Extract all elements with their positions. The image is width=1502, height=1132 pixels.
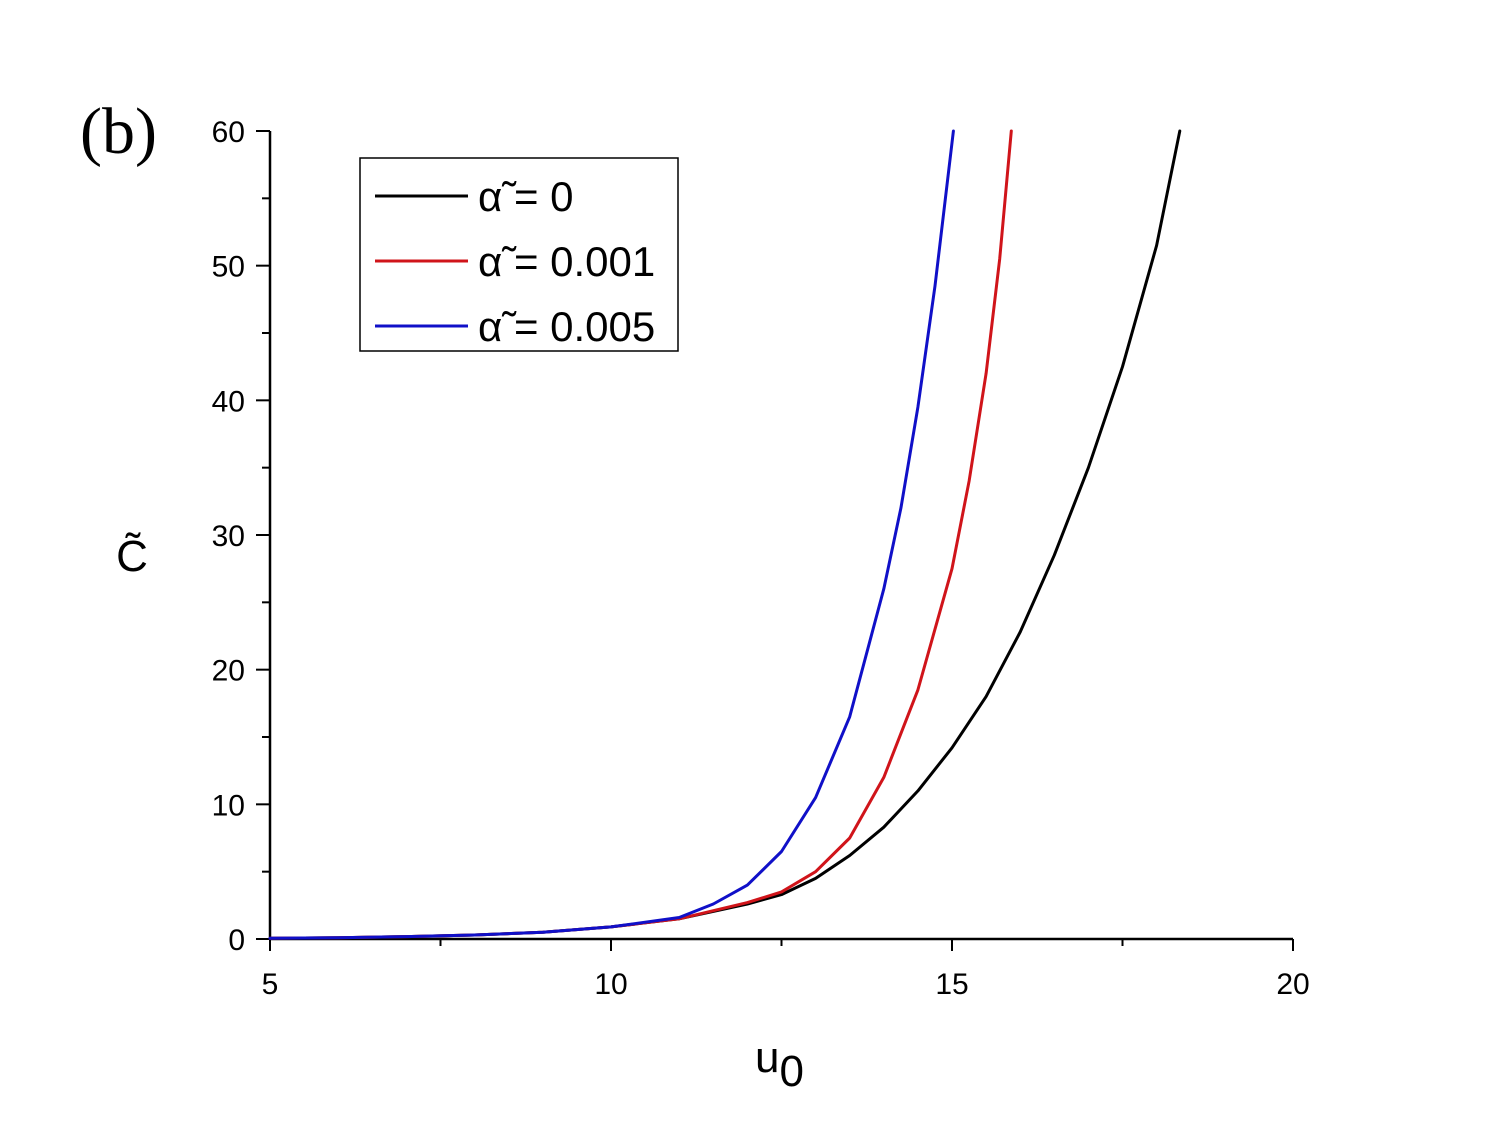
panel-label: (b) <box>80 95 157 168</box>
y-tick-label: 0 <box>228 924 245 957</box>
y-tick-label: 20 <box>212 655 245 688</box>
series-lines <box>268 129 1182 940</box>
y-tick-label: 50 <box>212 251 245 284</box>
x-axis-title-subscript: 0 <box>779 1047 803 1096</box>
legend-box <box>359 157 679 352</box>
x-axis-title: u0 <box>755 1033 804 1096</box>
axes: 5 10 15 20 0 10 20 30 40 50 60 <box>212 116 1310 1001</box>
x-tick-label: 20 <box>1276 968 1309 1001</box>
y-tick-label: 60 <box>212 116 245 149</box>
x-tick-label: 15 <box>935 968 968 1001</box>
legend-label-0: α̃ = 0 <box>478 173 574 220</box>
y-tick-label: 30 <box>212 520 245 553</box>
x-tick-label: 5 <box>262 968 279 1001</box>
y-axis-title: C̃ <box>116 532 148 581</box>
series-line-2 <box>268 129 955 940</box>
y-tick-label: 10 <box>212 789 245 822</box>
y-tick-label: 40 <box>212 385 245 418</box>
x-tick-label: 10 <box>594 968 627 1001</box>
legend-label-1: α̃ = 0.001 <box>478 238 655 285</box>
legend: α̃ = 0 α̃ = 0.001 α̃ = 0.005 <box>359 157 679 352</box>
legend-label-2: α̃ = 0.005 <box>478 303 655 350</box>
